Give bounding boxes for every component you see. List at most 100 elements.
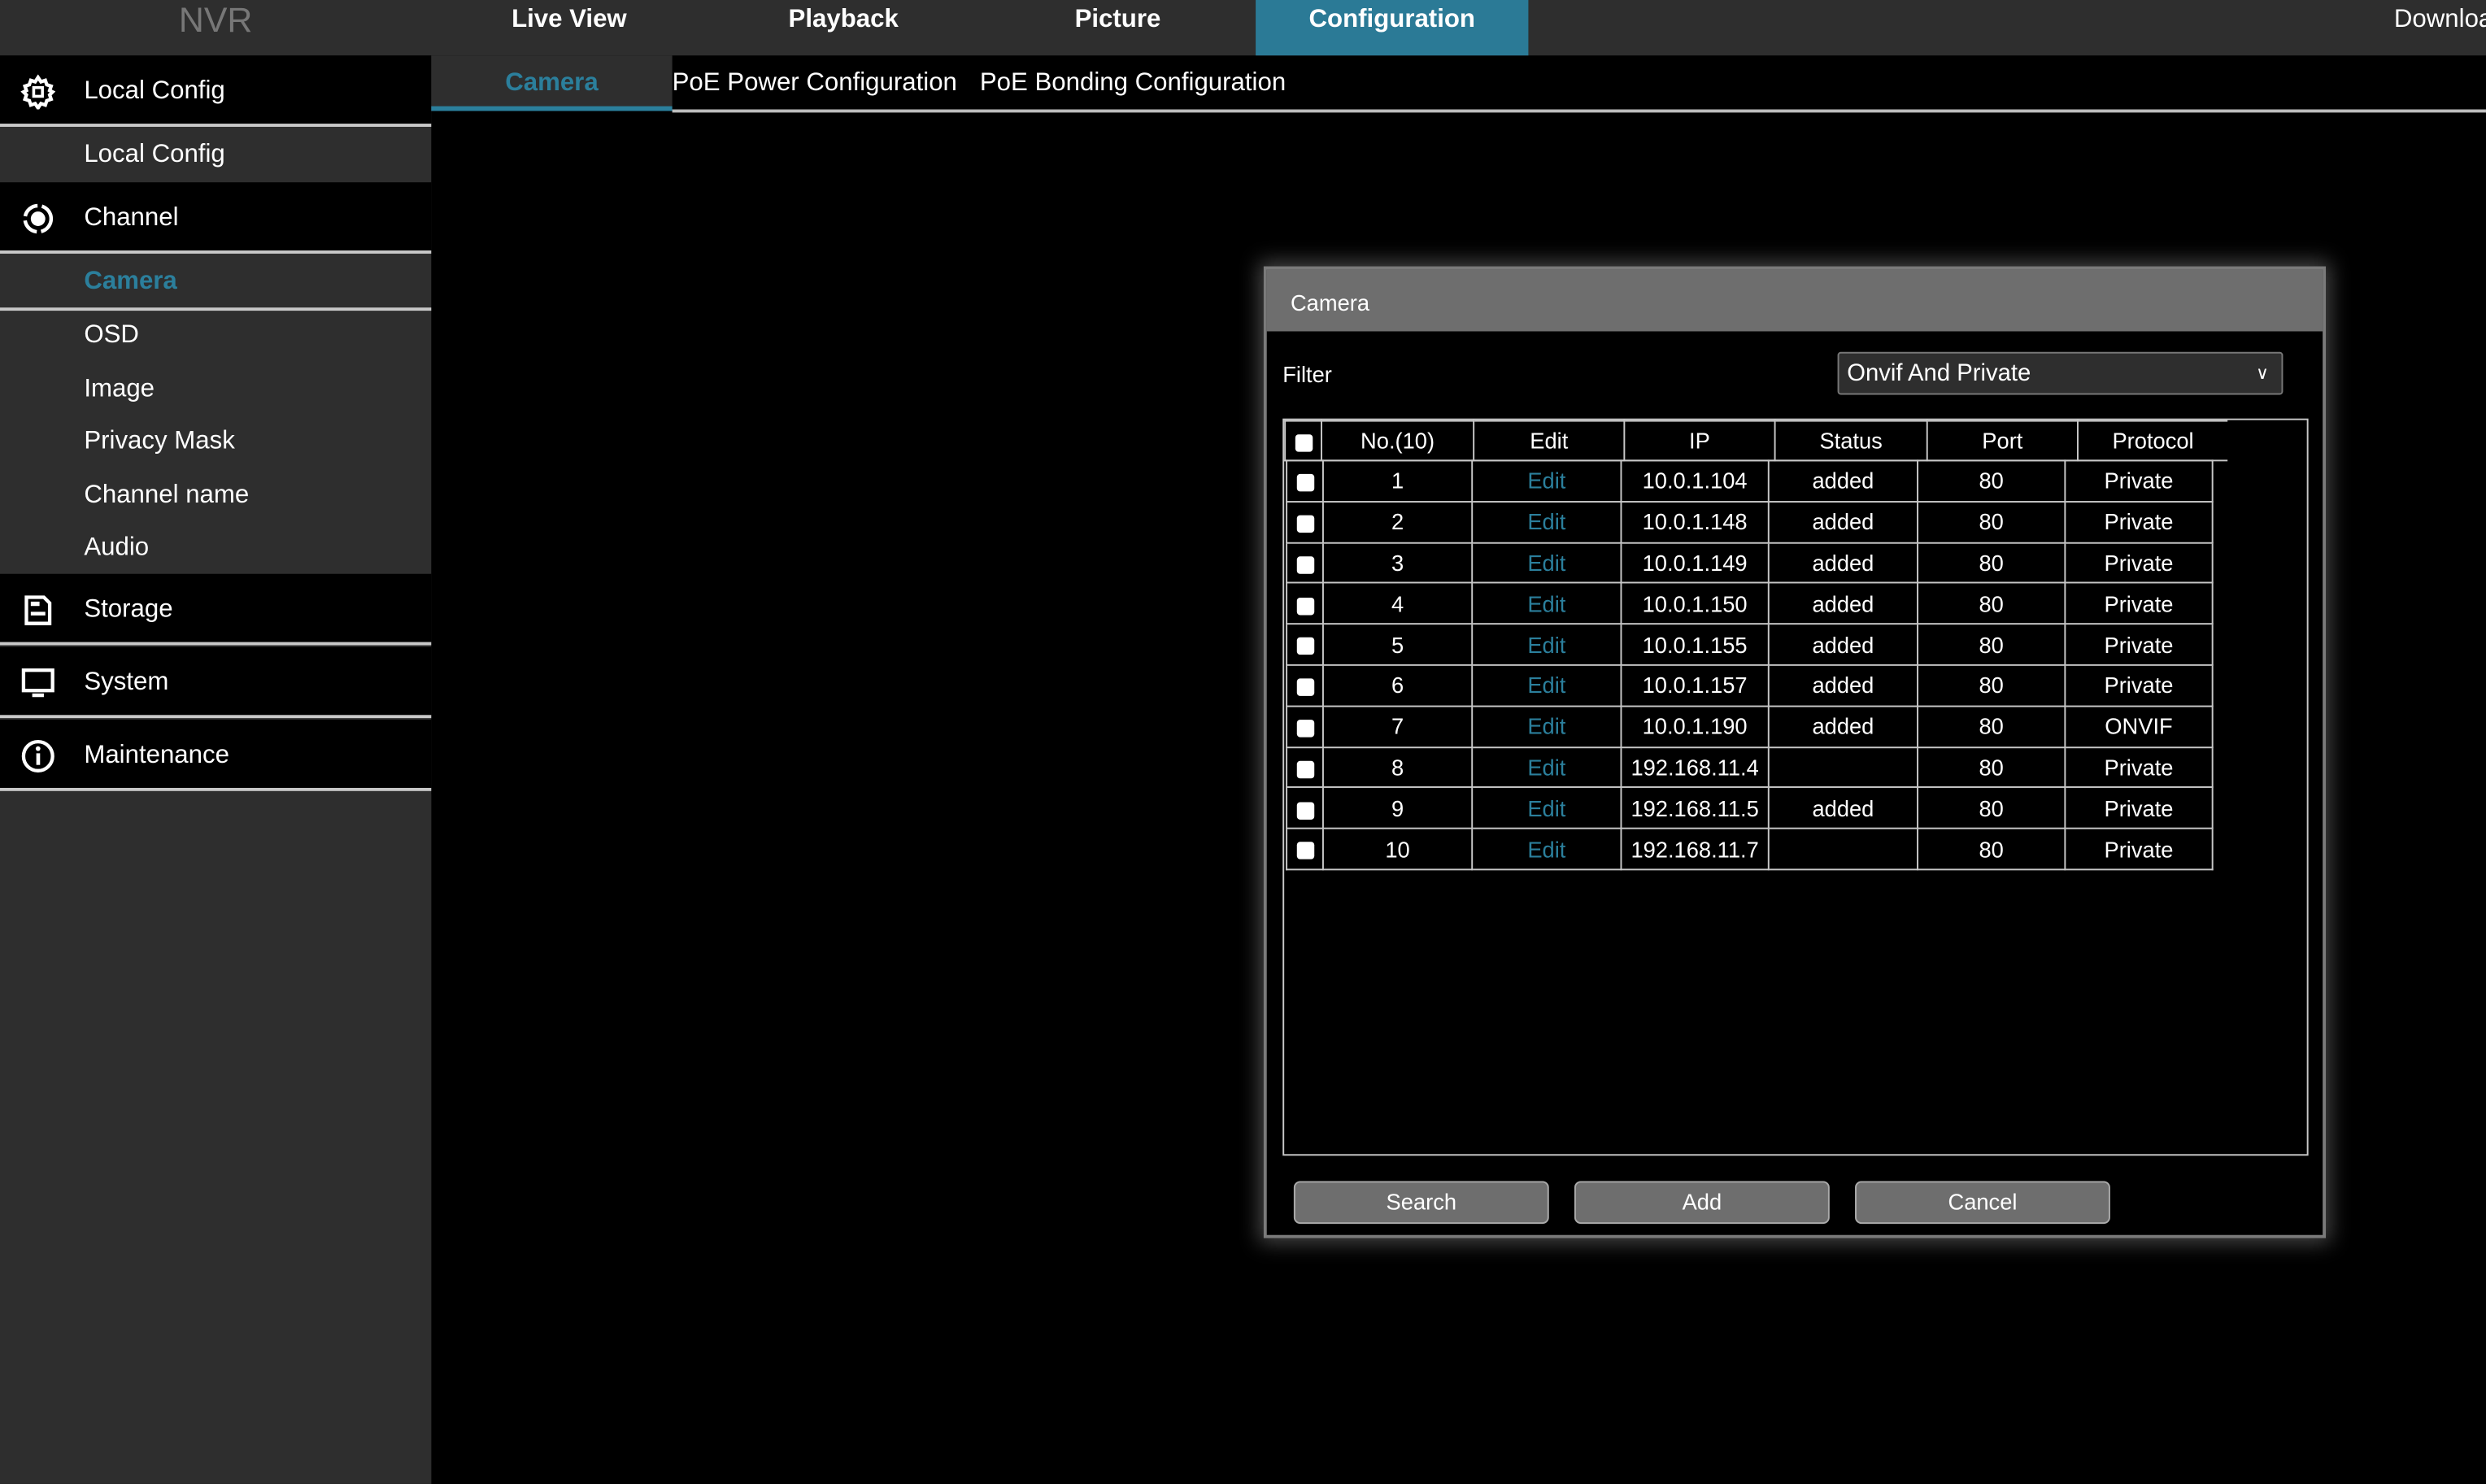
cell-ip: 10.0.1.104 xyxy=(1620,459,1770,503)
sidebar-item-audio[interactable]: Audio xyxy=(84,534,150,562)
select-all-checkbox[interactable] xyxy=(1284,420,1322,462)
table-row: 3 Edit 10.0.1.149 added 80 Private xyxy=(1286,541,2214,585)
cancel-button[interactable]: Cancel xyxy=(1855,1181,2110,1225)
cell-status xyxy=(1767,828,1919,871)
row-checkbox[interactable] xyxy=(1286,705,1324,748)
filter-select[interactable]: Onvif And Private ∨ xyxy=(1837,351,2284,395)
divider xyxy=(672,109,2486,113)
row-checkbox[interactable] xyxy=(1286,623,1324,666)
edit-link[interactable]: Edit xyxy=(1471,664,1622,707)
nav-download[interactable]: Downloa xyxy=(2393,6,2486,33)
edit-link[interactable]: Edit xyxy=(1471,623,1622,666)
sidebar: Local Config Local Config Channel Camera… xyxy=(0,55,432,1484)
filter-value: Onvif And Private xyxy=(1847,359,2031,387)
cell-status: added xyxy=(1767,500,1919,543)
sidebar-group-label: System xyxy=(84,668,169,696)
column-header-ip: IP xyxy=(1623,420,1776,462)
cell-port: 80 xyxy=(1917,500,2066,543)
cell-port: 80 xyxy=(1917,705,2066,748)
cell-port: 80 xyxy=(1917,459,2066,503)
table-row: 6 Edit 10.0.1.157 added 80 Private xyxy=(1286,664,2214,707)
row-checkbox[interactable] xyxy=(1286,786,1324,829)
edit-link[interactable]: Edit xyxy=(1471,500,1622,543)
row-checkbox[interactable] xyxy=(1286,828,1324,871)
table-row: 4 Edit 10.0.1.150 added 80 Private xyxy=(1286,582,2214,625)
cell-no: 8 xyxy=(1321,746,1474,789)
sidebar-item-image[interactable]: Image xyxy=(84,376,155,403)
monitor-icon xyxy=(21,668,54,698)
cell-no: 3 xyxy=(1321,541,1474,585)
table-row: 2 Edit 10.0.1.148 added 80 Private xyxy=(1286,500,2214,543)
table-header: No.(10) Edit IP Status Port Protocol xyxy=(1284,420,2228,462)
dialog-header: Camera xyxy=(1266,269,2323,332)
edit-link[interactable]: Edit xyxy=(1471,582,1622,625)
cell-no: 7 xyxy=(1321,705,1474,748)
camera-table: No.(10) Edit IP Status Port Protocol 1 Ed… xyxy=(1282,418,2309,1156)
cell-ip: 10.0.1.157 xyxy=(1620,664,1770,707)
filter-label: Filter xyxy=(1282,361,1332,387)
nav-playback[interactable]: Playback xyxy=(788,6,899,33)
table-row: 10 Edit 192.168.11.7 80 Private xyxy=(1286,828,2214,871)
cell-no: 4 xyxy=(1321,582,1474,625)
nav-live-view[interactable]: Live View xyxy=(512,6,627,33)
cell-protocol: Private xyxy=(2064,623,2214,666)
row-checkbox[interactable] xyxy=(1286,541,1324,585)
cell-no: 5 xyxy=(1321,623,1474,666)
sidebar-group-local-config[interactable]: Local Config xyxy=(0,55,432,127)
dialog-title: Camera xyxy=(1290,289,1370,316)
cell-protocol: Private xyxy=(2064,541,2214,585)
cell-protocol: Private xyxy=(2064,582,2214,625)
sidebar-group-channel[interactable]: Channel xyxy=(0,182,432,254)
sidebar-group-storage[interactable]: Storage xyxy=(0,573,432,646)
sidebar-group-maintenance[interactable]: Maintenance xyxy=(0,720,432,791)
row-checkbox[interactable] xyxy=(1286,664,1324,707)
table-row: 1 Edit 10.0.1.104 added 80 Private xyxy=(1286,459,2214,503)
sidebar-item-channel-name[interactable]: Channel name xyxy=(84,481,250,509)
cell-ip: 10.0.1.190 xyxy=(1620,705,1770,748)
row-checkbox[interactable] xyxy=(1286,459,1324,503)
row-checkbox[interactable] xyxy=(1286,582,1324,625)
cell-protocol: Private xyxy=(2064,459,2214,503)
sidebar-item-camera[interactable]: Camera xyxy=(84,268,177,295)
edit-link[interactable]: Edit xyxy=(1471,705,1622,748)
cell-status: added xyxy=(1767,541,1919,585)
sidebar-group-label: Storage xyxy=(84,596,173,624)
cell-port: 80 xyxy=(1917,786,2066,829)
edit-link[interactable]: Edit xyxy=(1471,746,1622,789)
nav-configuration[interactable]: Configuration xyxy=(1256,0,1529,56)
cell-ip: 192.168.11.5 xyxy=(1620,786,1770,829)
cell-no: 6 xyxy=(1321,664,1474,707)
cell-no: 1 xyxy=(1321,459,1474,503)
edit-link[interactable]: Edit xyxy=(1471,459,1622,503)
tab-camera[interactable]: Camera xyxy=(431,55,673,111)
divider xyxy=(0,307,432,311)
row-checkbox[interactable] xyxy=(1286,500,1324,543)
sidebar-item-privacy-mask[interactable]: Privacy Mask xyxy=(84,428,235,455)
cell-protocol: Private xyxy=(2064,500,2214,543)
sidebar-filler xyxy=(0,794,432,1484)
cell-ip: 10.0.1.150 xyxy=(1620,582,1770,625)
tab-poe-power[interactable]: PoE Power Configuration xyxy=(672,69,957,97)
sidebar-item-osd[interactable]: OSD xyxy=(84,321,139,349)
table-row: 9 Edit 192.168.11.5 added 80 Private xyxy=(1286,786,2214,829)
edit-link[interactable]: Edit xyxy=(1471,786,1622,829)
edit-link[interactable]: Edit xyxy=(1471,828,1622,871)
cell-port: 80 xyxy=(1917,582,2066,625)
sidebar-group-system[interactable]: System xyxy=(0,646,432,719)
cell-status xyxy=(1767,746,1919,789)
row-checkbox[interactable] xyxy=(1286,746,1324,789)
chevron-down-icon: ∨ xyxy=(2256,364,2269,384)
add-button[interactable]: Add xyxy=(1574,1181,1830,1225)
cell-ip: 192.168.11.7 xyxy=(1620,828,1770,871)
cell-protocol: Private xyxy=(2064,786,2214,829)
sidebar-item-local-config[interactable]: Local Config xyxy=(84,141,225,168)
nav-picture[interactable]: Picture xyxy=(1074,6,1161,33)
edit-link[interactable]: Edit xyxy=(1471,541,1622,585)
info-icon xyxy=(21,739,54,772)
search-button[interactable]: Search xyxy=(1293,1181,1549,1225)
column-header-protocol: Protocol xyxy=(2076,420,2228,462)
table-row: 5 Edit 10.0.1.155 added 80 Private xyxy=(1286,623,2214,666)
table-body: 1 Edit 10.0.1.104 added 80 Private 2 Edit 10.0.1… xyxy=(1286,459,2214,871)
tab-poe-bonding[interactable]: PoE Bonding Configuration xyxy=(979,69,1287,97)
